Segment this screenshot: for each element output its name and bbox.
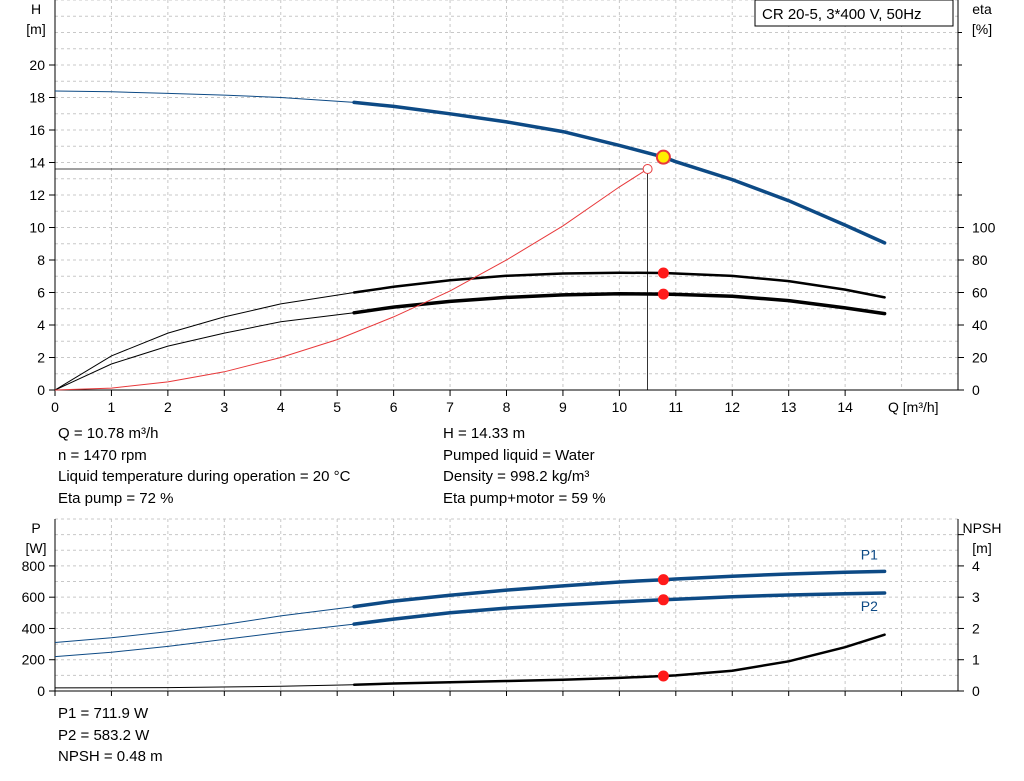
left-axis-tick-label: 16 — [29, 122, 45, 138]
x-axis-tick-label: 14 — [837, 399, 853, 415]
right-axis-unit: [m] — [972, 540, 991, 556]
info-eta-pump-motor: Eta pump+motor = 59 % — [443, 489, 606, 507]
info-speed: n = 1470 rpm — [58, 446, 147, 464]
x-axis-tick-label: 8 — [503, 399, 511, 415]
series-label-p1: P1 — [861, 546, 878, 562]
lower-info: P1 = 711.9 W P2 = 583.2 W NPSH = 0.48 m — [58, 703, 163, 768]
x-axis-tick-label: 12 — [724, 399, 740, 415]
x-axis-tick-label: 7 — [446, 399, 454, 415]
left-axis-label: H — [31, 1, 41, 17]
eta_pump-curve-thin — [54, 272, 885, 391]
eta_pump-curve — [352, 271, 886, 299]
npsh-curve-thin — [54, 634, 885, 689]
right-axis-label: eta — [972, 1, 992, 17]
left-axis-unit: [m] — [26, 21, 45, 37]
p2-curve-thin — [54, 592, 885, 658]
eta-pump-motor-marker — [657, 288, 669, 300]
p1-curve-thin — [54, 570, 885, 643]
left-axis-tick-label: 800 — [22, 558, 46, 574]
x-axis-tick-label: 13 — [781, 399, 797, 415]
x-axis-tick-label: 5 — [333, 399, 341, 415]
x-axis-label: Q [m³/h] — [888, 399, 939, 415]
x-axis-tick-label: 3 — [220, 399, 228, 415]
x-axis-tick-label: 9 — [559, 399, 567, 415]
head-efficiency-chart: 02468101214161820020406080100H[m]eta[%]0… — [26, 0, 996, 415]
left-axis-unit: [W] — [26, 540, 47, 556]
left-axis-tick-label: 6 — [37, 285, 45, 301]
right-axis-tick-label: 2 — [972, 620, 980, 636]
right-axis-tick-label: 100 — [972, 220, 996, 236]
x-axis-tick-label: 11 — [669, 399, 684, 415]
upper-info-col1: Q = 10.78 m³/h n = 1470 rpm Liquid tempe… — [58, 423, 350, 509]
upper-info-col2: H = 14.33 m Pumped liquid = Water Densit… — [443, 423, 606, 509]
info-p2: P2 = 583.2 W — [58, 726, 150, 744]
x-axis-tick-label: 10 — [612, 399, 628, 415]
left-axis-tick-label: 12 — [29, 187, 45, 203]
x-axis-tick-label: 1 — [108, 399, 116, 415]
left-axis-tick-label: 20 — [29, 57, 45, 73]
x-axis-tick-label: 2 — [164, 399, 172, 415]
npsh-curve — [352, 633, 886, 686]
left-axis-label: P — [31, 520, 40, 536]
h-curve — [352, 100, 887, 245]
left-axis-tick-label: 2 — [37, 350, 45, 366]
right-axis-unit: [%] — [972, 21, 992, 37]
title-box-frame — [754, 0, 954, 27]
left-axis-tick-label: 8 — [37, 252, 45, 268]
power-npsh-chart: 0 200 400 600 800 0 1 2 3 4 P [W] NPSH [m] P1 P2 — [22, 518, 1002, 699]
system-curve — [54, 168, 648, 391]
right-axis-tick-label: 20 — [972, 350, 988, 366]
p1-curve — [352, 569, 887, 609]
left-axis-tick-label: 200 — [22, 652, 46, 668]
system-point-marker — [642, 164, 653, 174]
right-axis-tick-label: 40 — [972, 317, 988, 333]
x-axis-tick-label: 0 — [51, 399, 59, 415]
x-axis-tick-label: 4 — [277, 399, 285, 415]
info-flow: Q = 10.78 m³/h — [58, 425, 159, 442]
right-axis-tick-label: 60 — [972, 285, 988, 301]
right-axis-tick-label: 0 — [972, 683, 980, 699]
right-axis-tick-label: 3 — [972, 589, 980, 605]
eta-pump-marker — [657, 267, 669, 279]
info-p1: P1 = 711.9 W — [58, 705, 149, 722]
p2-curve — [352, 591, 887, 626]
info-npsh: NPSH = 0.48 m — [58, 748, 163, 765]
x-axis-tick-label: 6 — [390, 399, 398, 415]
left-axis-tick-label: 10 — [29, 220, 45, 236]
right-axis-tick-label: 4 — [972, 558, 980, 574]
right-axis-tick-label: 80 — [972, 252, 988, 268]
eta_pump_motor-curve — [352, 292, 887, 316]
info-eta-pump: Eta pump = 72 % — [58, 489, 174, 507]
left-axis-tick-label: 0 — [37, 382, 45, 398]
npsh-marker — [657, 670, 669, 682]
info-pumped-liquid: Pumped liquid = Water — [443, 446, 595, 464]
title-box: CR 20-5, 3*400 V, 50Hz — [754, 0, 954, 27]
left-axis-tick-label: 14 — [29, 155, 45, 171]
duty-point-marker — [655, 149, 671, 165]
info-liquid-temp: Liquid temperature during operation = 20… — [58, 468, 351, 485]
left-axis-tick-label: 0 — [37, 683, 45, 699]
p1-marker — [657, 574, 669, 586]
title-box-text: CR 20-5, 3*400 V, 50Hz — [762, 6, 922, 23]
info-head: H = 14.33 m — [443, 425, 526, 442]
right-axis-tick-label: 1 — [972, 652, 980, 668]
right-axis-tick-label: 0 — [972, 382, 980, 398]
eta_pump_motor-curve-thin — [54, 293, 885, 391]
right-axis-label: NPSH — [963, 520, 1002, 536]
info-density: Density = 998.2 kg/m³ — [443, 468, 590, 485]
series-label-p2: P2 — [861, 598, 878, 614]
left-axis-tick-label: 400 — [22, 620, 46, 636]
left-axis-tick-label: 18 — [29, 90, 45, 106]
left-axis-tick-label: 600 — [22, 589, 46, 605]
left-axis-tick-label: 4 — [37, 317, 45, 333]
p2-marker — [657, 594, 669, 606]
